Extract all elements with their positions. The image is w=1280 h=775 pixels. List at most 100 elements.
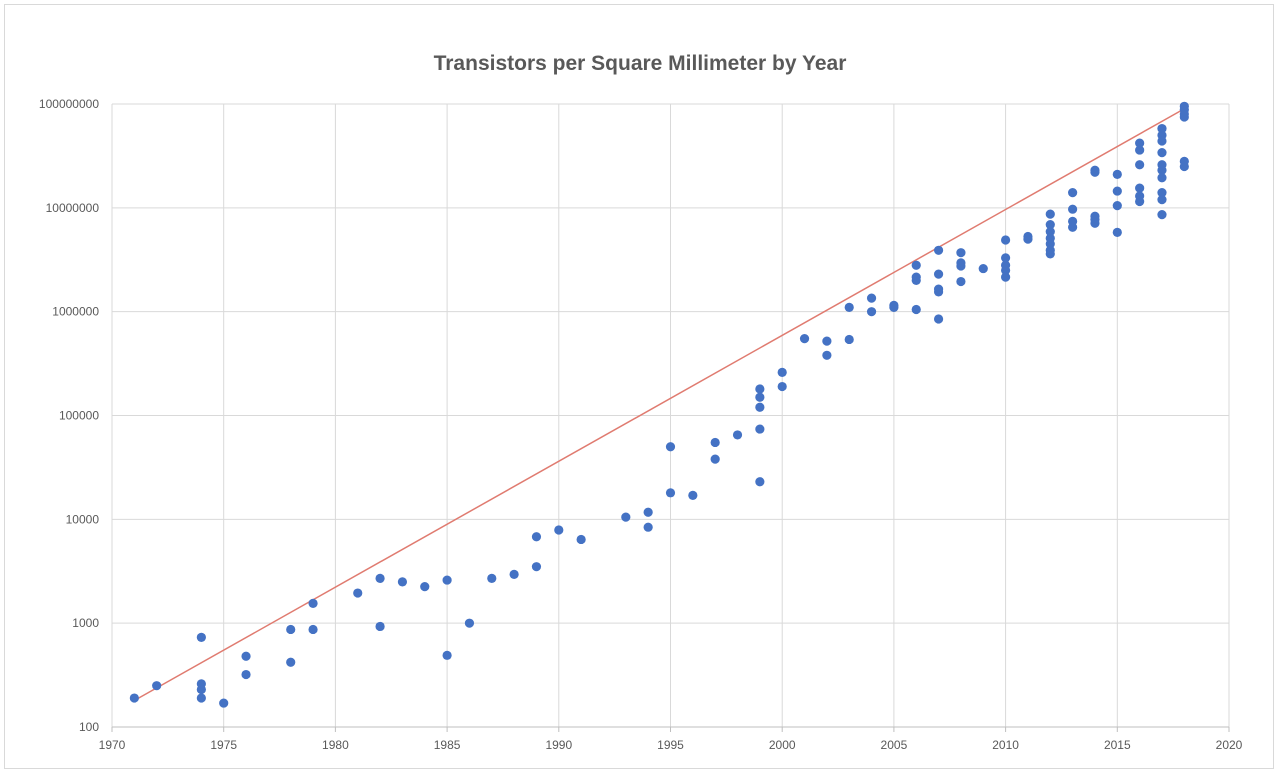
data-point [442, 650, 452, 660]
data-point [509, 569, 519, 579]
data-point [1135, 196, 1145, 207]
data-point [755, 402, 765, 412]
data-point [576, 534, 586, 545]
data-point [1045, 227, 1055, 237]
data-point [956, 276, 966, 287]
data-point [1157, 210, 1167, 220]
data-point [1135, 183, 1145, 193]
y-tick-label: 100000000 [39, 97, 99, 111]
data-point [1045, 249, 1055, 259]
trendline [133, 108, 1185, 702]
data-point [1023, 234, 1033, 244]
trendline-layer [133, 108, 1185, 702]
data-point [1068, 204, 1078, 214]
data-point [1157, 188, 1167, 198]
data-point [1068, 188, 1078, 198]
y-tick-label: 1000 [72, 616, 99, 630]
x-tick-label: 1995 [657, 738, 684, 752]
x-tick-label: 1980 [322, 738, 349, 752]
data-points [129, 101, 1189, 708]
data-point [375, 621, 385, 632]
data-point [129, 693, 139, 703]
x-tick-label: 1990 [545, 738, 572, 752]
data-point [933, 287, 944, 297]
data-point [375, 573, 385, 583]
y-tick-label: 1000000 [52, 305, 99, 319]
data-point [241, 669, 251, 680]
data-point [464, 618, 475, 628]
data-point [866, 307, 877, 317]
data-point [933, 314, 944, 324]
data-point [665, 488, 676, 498]
tick-labels: 1970 1975 1980 1985 1990 1995 2000 2005 2010 2015… [39, 97, 1243, 752]
data-point [420, 581, 430, 592]
data-point [1045, 209, 1055, 219]
y-tick-label: 10000000 [46, 201, 100, 215]
y-tick-label: 100000 [59, 409, 99, 423]
data-point [1001, 272, 1011, 282]
data-point [755, 477, 765, 487]
data-point [1157, 165, 1167, 175]
data-point [353, 588, 363, 598]
data-point [397, 577, 408, 587]
data-point [1090, 167, 1100, 177]
data-point [933, 269, 944, 279]
data-point [1157, 195, 1167, 205]
data-point [822, 350, 832, 360]
data-point [1112, 201, 1122, 211]
data-point [755, 424, 765, 434]
data-point [956, 248, 966, 258]
data-point [219, 698, 229, 708]
data-point [710, 437, 720, 448]
data-point [1157, 148, 1167, 158]
data-point [643, 522, 653, 532]
data-point [777, 381, 787, 392]
y-tick-label: 10000 [66, 512, 100, 526]
data-point [1179, 161, 1189, 172]
data-point [1001, 235, 1011, 245]
data-point [487, 573, 497, 583]
data-point [308, 624, 318, 635]
data-point [286, 657, 296, 667]
data-point [799, 334, 810, 344]
data-point [732, 430, 743, 440]
grid-lines [111, 103, 1230, 728]
x-tick-label: 2000 [769, 738, 796, 752]
axes [111, 726, 1230, 732]
data-point [822, 336, 832, 346]
x-tick-label: 2015 [1104, 738, 1131, 752]
data-point [1045, 219, 1055, 230]
x-tick-label: 2010 [992, 738, 1019, 752]
data-point [152, 681, 162, 691]
data-point [196, 684, 206, 695]
data-point [889, 302, 899, 312]
data-point [1090, 218, 1100, 228]
data-point [911, 304, 921, 315]
data-point [1068, 222, 1078, 232]
data-point [196, 632, 206, 642]
data-point [844, 302, 854, 312]
data-point [554, 525, 564, 535]
data-point [442, 575, 452, 585]
data-point [755, 392, 765, 402]
data-point [643, 507, 653, 517]
x-tick-label: 2005 [881, 738, 908, 752]
data-point [1045, 239, 1055, 249]
data-point [956, 261, 966, 271]
data-point [1135, 160, 1145, 170]
data-point [1112, 227, 1122, 237]
data-point [1157, 123, 1167, 134]
data-point [911, 260, 921, 270]
chart-frame [4, 4, 1274, 769]
data-point [1157, 173, 1167, 183]
data-point [286, 624, 296, 635]
data-point [621, 512, 631, 522]
data-point [241, 651, 251, 661]
data-point [1112, 186, 1122, 196]
chart-title: Transistors per Square Millimeter by Yea… [433, 52, 847, 75]
data-point [978, 263, 988, 274]
data-point [531, 562, 542, 572]
x-tick-label: 1975 [210, 738, 237, 752]
data-point [196, 693, 206, 703]
